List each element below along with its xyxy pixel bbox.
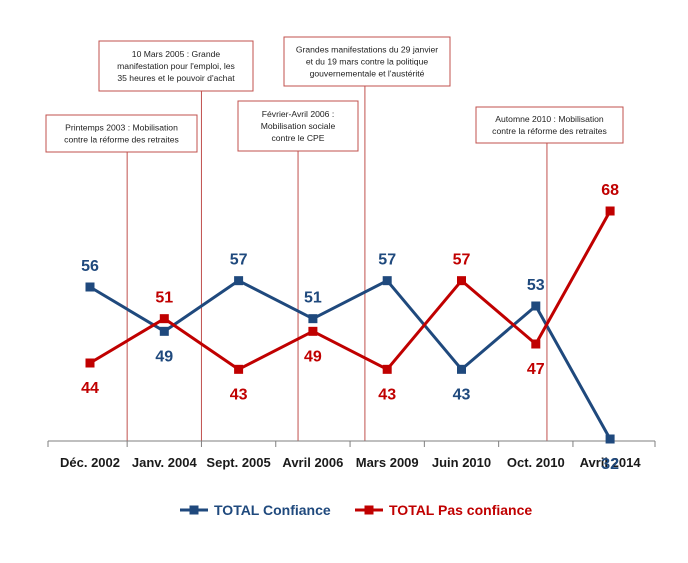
series-0-point-0: [85, 282, 95, 292]
series-0-point-1: [159, 326, 169, 336]
x-tick-label-0: Déc. 2002: [60, 455, 120, 470]
annotation-text-4-1: contre la réforme des retraites: [492, 126, 607, 136]
annotation-text-1-2: 35 heures et le pouvoir d'achat: [117, 73, 235, 83]
annotation-box-0: [45, 114, 198, 153]
series-0-label-4: 57: [378, 252, 396, 269]
annotation-text-1-0: 10 Mars 2005 : Grande: [132, 49, 221, 59]
annotation-text-3-1: et du 19 mars contre la politique: [306, 57, 429, 67]
series-1-label-2: 43: [230, 386, 248, 403]
series-line-0: [89, 279, 612, 440]
x-tick-label-6: Oct. 2010: [507, 455, 565, 470]
series-0-point-3: [308, 314, 318, 324]
series-1-point-7: [605, 206, 615, 216]
annotation-text-2-1: Mobilisation sociale: [261, 121, 336, 131]
series-0-point-6: [531, 301, 541, 311]
series-1-point-3: [308, 326, 318, 336]
series-1-label-4: 43: [378, 386, 396, 403]
annotation-text-3-0: Grandes manifestations du 29 janvier: [296, 45, 438, 55]
series-0-label-6: 53: [527, 277, 545, 294]
annotation-text-1-1: manifestation pour l'emploi, les: [117, 61, 235, 71]
legend-label-0: TOTAL Confiance: [214, 502, 331, 518]
series-0-label-7: 32: [601, 456, 619, 473]
series-1-label-7: 68: [601, 182, 619, 199]
x-tick-label-3: Avril 2006: [282, 455, 343, 470]
x-tick-label-2: Sept. 2005: [206, 455, 270, 470]
series-0-point-7: [605, 434, 615, 444]
series-1-label-0: 44: [81, 380, 99, 397]
annotation-box-2: [237, 100, 359, 152]
x-tick-label-4: Mars 2009: [356, 455, 419, 470]
legend-swatch-marker-0: [189, 505, 199, 515]
series-0-label-0: 56: [81, 258, 99, 275]
x-tick-label-7: Avril 2014: [580, 455, 642, 470]
series-1-point-4: [382, 364, 392, 374]
series-0-point-4: [382, 276, 392, 286]
series-1-point-1: [159, 314, 169, 324]
series-1-label-1: 51: [155, 290, 173, 307]
series-0-label-5: 43: [453, 386, 471, 403]
series-1-label-5: 57: [453, 252, 471, 269]
annotation-box-4: [475, 106, 624, 144]
series-1-label-6: 47: [527, 361, 545, 378]
series-0-point-5: [457, 364, 466, 374]
annotation-text-4-0: Automne 2010 : Mobilisation: [495, 114, 604, 124]
annotation-box-1: [98, 40, 254, 92]
x-tick-label-5: Juin 2010: [432, 455, 491, 470]
legend-label-1: TOTAL Pas confiance: [389, 502, 532, 518]
series-1-point-6: [531, 339, 541, 349]
annotation-text-3-2: gouvernementale et l'austérité: [310, 69, 425, 79]
annotation-text-0-0: Printemps 2003 : Mobilisation: [65, 123, 178, 133]
series-line-1: [89, 210, 612, 371]
series-1-point-0: [85, 358, 95, 368]
series-1-point-5: [457, 276, 466, 286]
x-tick-label-1: Janv. 2004: [132, 455, 198, 470]
series-1-label-3: 49: [304, 348, 322, 365]
legend-swatch-marker-1: [364, 505, 374, 515]
annotation-text-2-0: Février-Avril 2006 :: [262, 109, 334, 119]
series-0-label-1: 49: [155, 348, 173, 365]
series-0-point-2: [234, 276, 244, 286]
annotation-box-3: [283, 36, 451, 87]
annotation-text-0-1: contre la réforme des retraites: [64, 135, 179, 145]
series-1-point-2: [234, 364, 244, 374]
series-0-label-3: 51: [304, 290, 322, 307]
annotation-text-2-2: contre le CPE: [271, 133, 324, 143]
series-0-label-2: 57: [230, 252, 248, 269]
